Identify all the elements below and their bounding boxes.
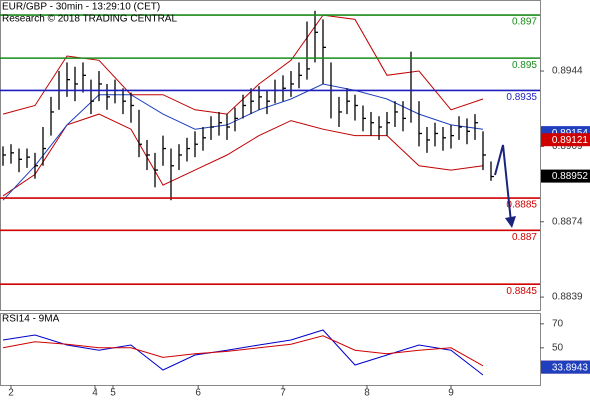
level-label: 0.8885 xyxy=(506,200,537,211)
chart-title: EUR/GBP - 30min - 13:29:10 (CET) xyxy=(2,2,160,13)
level-label: 0.8935 xyxy=(506,92,537,103)
forecast-arrowhead xyxy=(505,216,516,228)
rsi-frame xyxy=(0,313,541,386)
price-box-label: 0.89121 xyxy=(552,135,589,146)
x-tick-label: 6 xyxy=(195,388,201,399)
y-tick-label: 50 xyxy=(552,342,564,353)
rsi-line xyxy=(2,335,484,367)
y-tick-label: 0.8944 xyxy=(552,66,583,77)
level-label: 0.887 xyxy=(512,232,537,243)
x-tick-label: 5 xyxy=(110,388,116,399)
price-box-label: 0.88952 xyxy=(552,171,589,182)
y-tick-label: 0.8839 xyxy=(552,292,583,303)
x-tick-label: 4 xyxy=(92,388,98,399)
rsi-line xyxy=(2,329,484,376)
x-tick-label: 9 xyxy=(448,388,454,399)
y-tick-label: 70 xyxy=(552,318,564,329)
level-label: 0.895 xyxy=(512,60,537,71)
rsi-title: RSI14 - 9MA xyxy=(2,314,60,325)
main-frame xyxy=(0,0,541,311)
x-tick-label: 7 xyxy=(280,388,286,399)
x-tick-label: 8 xyxy=(364,388,370,399)
chart-subtitle: Research © 2018 TRADING CENTRAL xyxy=(2,14,177,25)
price-box-label: 33.8943 xyxy=(552,362,589,373)
x-tick-label: 2 xyxy=(8,388,14,399)
y-tick-label: 0.8909 xyxy=(552,141,583,152)
price-box xyxy=(541,133,590,147)
overlay-line xyxy=(2,113,484,197)
level-label: 0.897 xyxy=(512,17,537,28)
forecast-arrow xyxy=(494,144,512,223)
price-box xyxy=(541,169,590,183)
level-label: 0.8845 xyxy=(506,286,537,297)
y-tick-label: 0.8874 xyxy=(552,216,583,227)
price-box xyxy=(541,360,590,374)
